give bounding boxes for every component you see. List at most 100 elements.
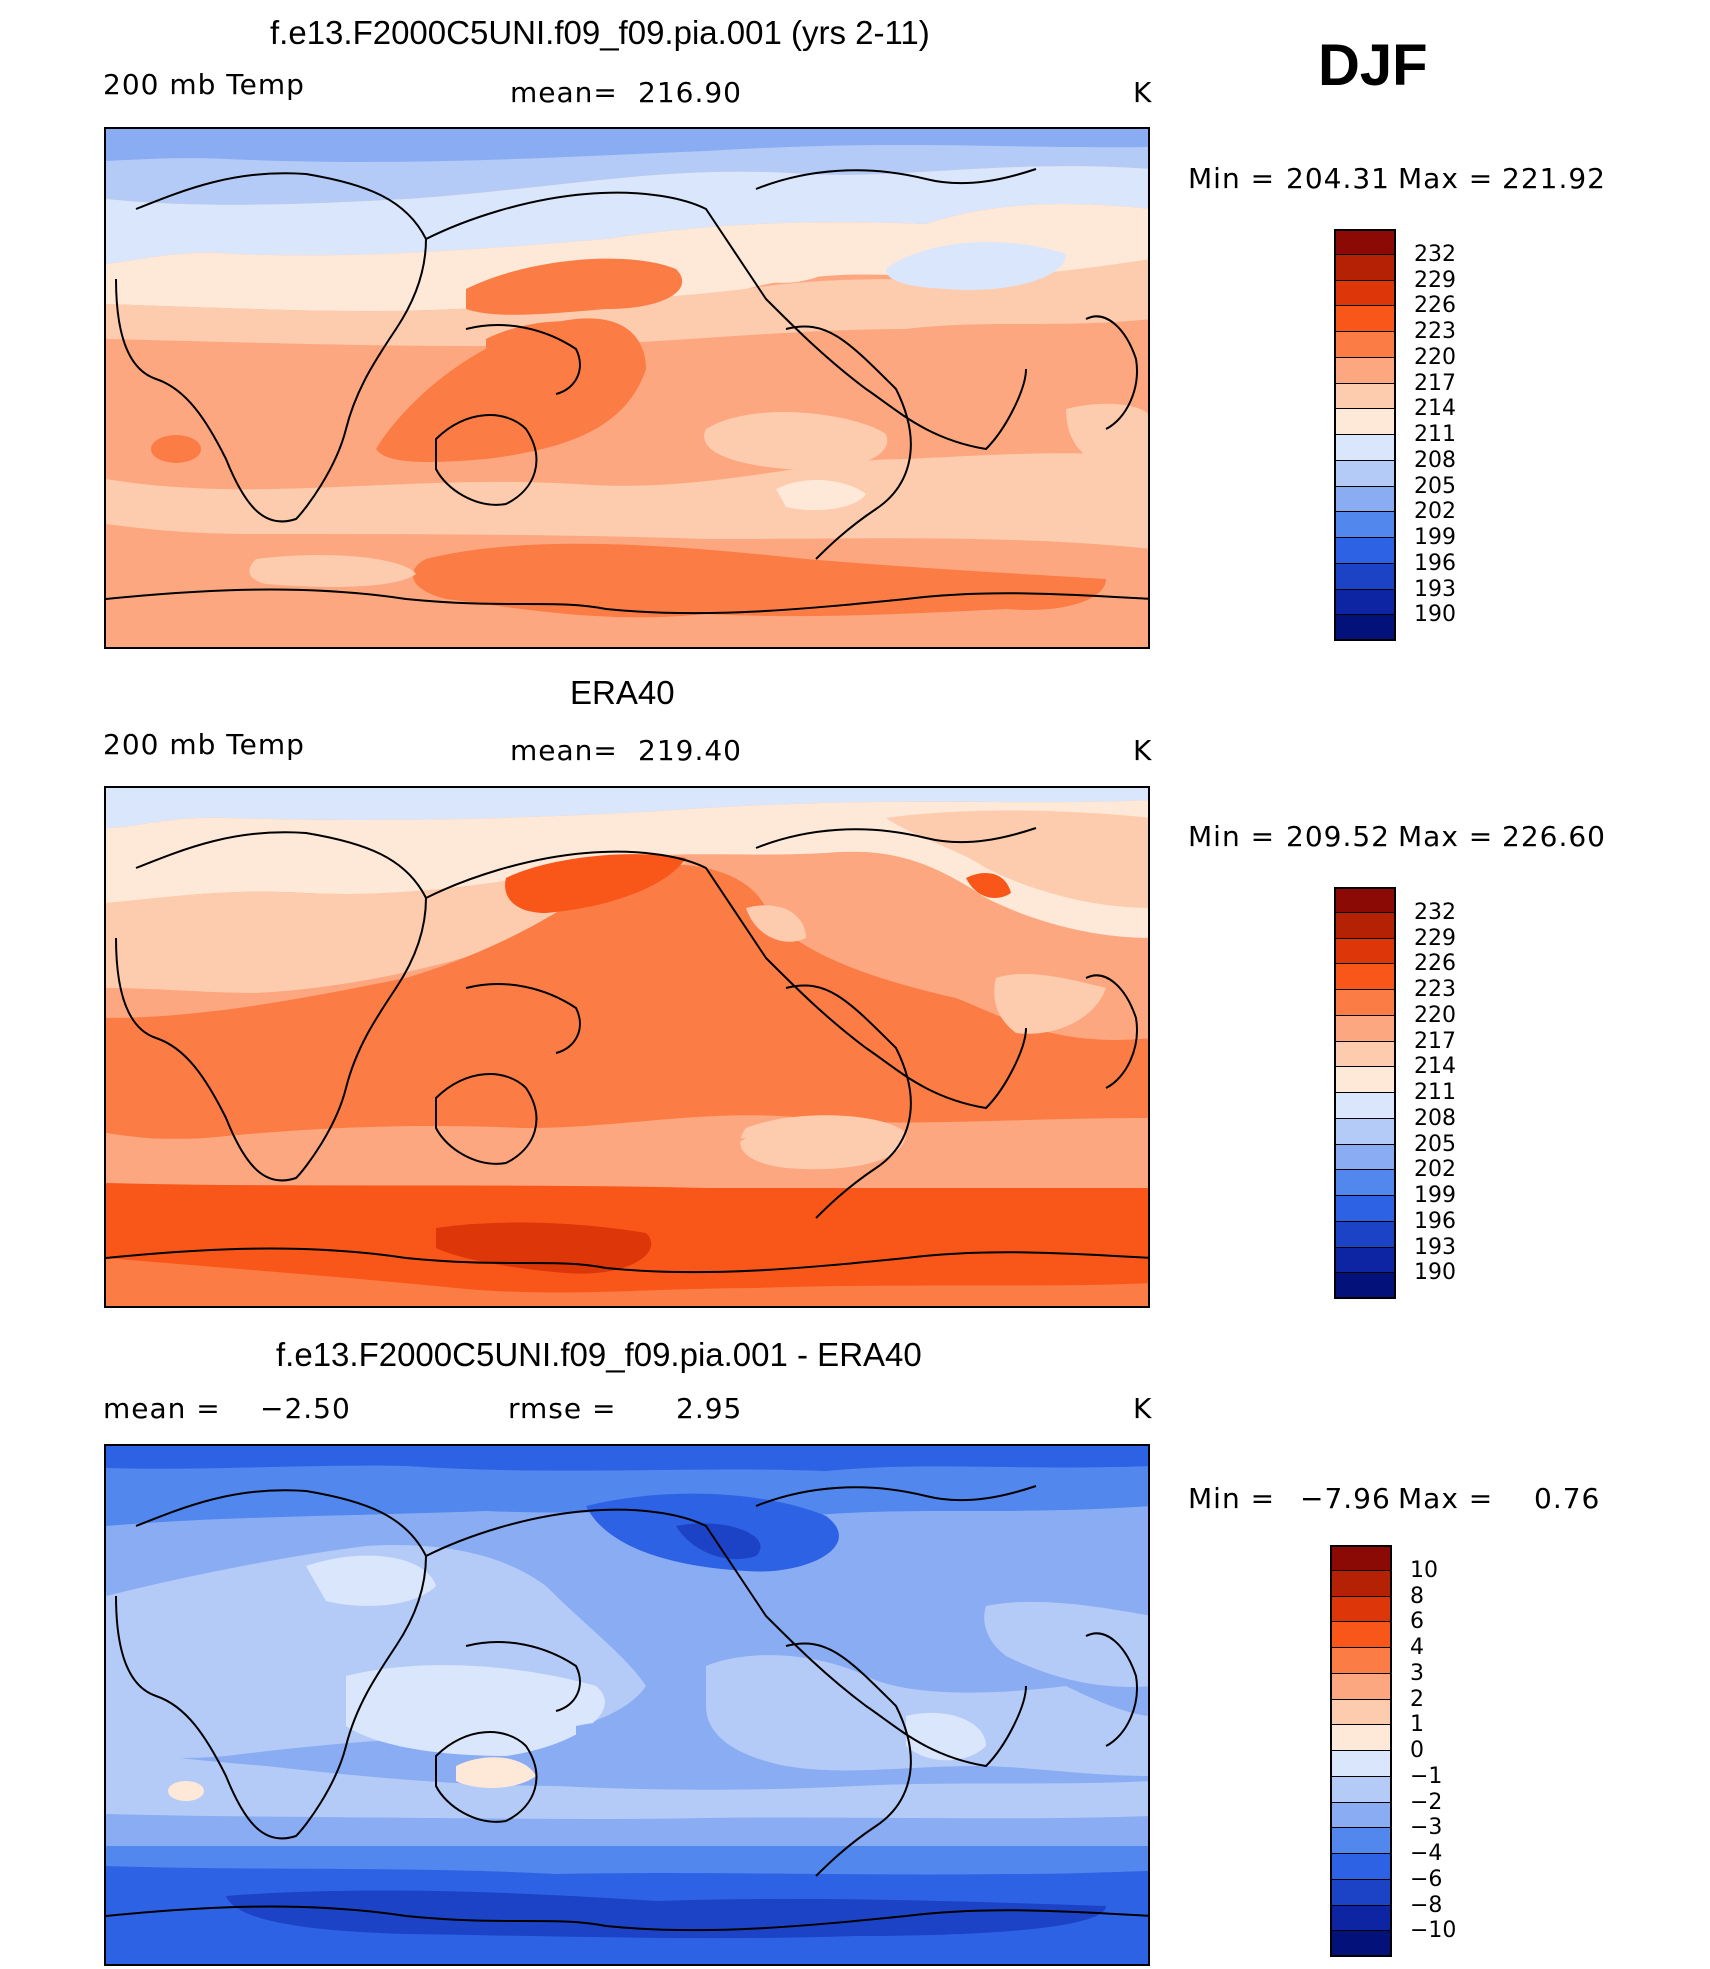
panel-1-map [104,127,1150,649]
panel-3-mean-value: −2.50 [260,1392,351,1425]
panel-2-title: ERA40 [570,674,675,711]
panel-3-map [104,1444,1150,1966]
panel-1-units: K [1133,76,1153,109]
colorbar-swatch [1334,1041,1396,1068]
colorbar-swatch [1334,460,1396,487]
panel-3-mean-label: mean = [103,1392,221,1425]
colorbar-frame [1334,229,1396,641]
colorbar-tick-label: 202 [1414,1157,1456,1183]
colorbar-tick-label: 220 [1414,344,1456,370]
panel-3-min-value: −7.96 [1300,1482,1391,1515]
colorbar-swatch [1334,1015,1396,1042]
colorbar-tick-label: 214 [1414,396,1456,422]
panel-1-max-value: 221.92 [1502,162,1606,195]
colorbar-swatch [1330,1648,1392,1674]
colorbar-tick-label: −8 [1410,1892,1443,1918]
colorbar-swatch [1330,1802,1392,1829]
colorbar-swatch [1334,1170,1396,1196]
panel-3-rmse-label: rmse = [508,1392,617,1425]
panel-2-map [104,786,1150,1308]
colorbar-swatch [1334,1067,1396,1093]
panel-2-variable: 200 mb Temp [103,728,305,761]
colorbar-swatch [1330,1776,1392,1803]
colorbar-swatch [1334,332,1396,358]
panel-3-min-label: Min = [1188,1482,1276,1515]
colorbar-swatch [1334,1118,1396,1145]
panel-2-min-label: Min = [1188,820,1276,853]
colorbar-tick-label: 190 [1414,602,1456,628]
colorbar-swatch [1330,1570,1392,1597]
colorbar-swatch [1334,486,1396,513]
panel-3-units: K [1133,1392,1153,1425]
panel-2-units: K [1133,734,1153,767]
colorbar-tick-label: 202 [1414,499,1456,525]
colorbar-tick-label: 199 [1414,1183,1456,1208]
colorbar-swatch [1334,589,1396,616]
panel-2-mean-value: 219.40 [638,734,742,767]
colorbar-swatch [1334,357,1396,384]
colorbar-tick-label: 208 [1414,447,1456,473]
panel-1-colorbar: 232 229 226 223 220 217 214 211 208 205 202 199 196 1… [1334,229,1494,641]
colorbar-tick-label: 217 [1414,370,1456,396]
colorbar-tick-label: 211 [1414,422,1456,447]
colorbar-tick-label: 8 [1410,1583,1424,1609]
colorbar-tick-label: 208 [1414,1105,1456,1131]
colorbar-swatch [1334,1144,1396,1171]
colorbar-tick-label: 1 [1410,1712,1424,1738]
panel-3-max-value: 0.76 [1534,1482,1601,1515]
colorbar-swatch [1334,512,1396,538]
colorbar-tick-label: −3 [1410,1815,1443,1841]
panel-3-field [106,1446,1148,1964]
panel-1-mean-label: mean= [510,76,618,109]
colorbar-swatch [1334,1093,1396,1119]
colorbar-swatch [1330,1596,1392,1623]
colorbar-swatch [1330,1751,1392,1777]
panel-1-max-label: Max = [1398,162,1494,195]
colorbar-tick-label: 211 [1414,1080,1456,1105]
panel-1-min-label: Min = [1188,162,1276,195]
colorbar-swatch [1334,1247,1396,1274]
colorbar-swatch [1334,383,1396,410]
colorbar-tick-label: 199 [1414,525,1456,550]
colorbar-swatch [1330,1545,1392,1571]
colorbar-tick-label: 226 [1414,951,1456,977]
colorbar-swatch [1334,409,1396,435]
colorbar-tick-label: 196 [1414,550,1456,576]
colorbar-swatch [1334,1196,1396,1222]
panel-2-mean-label: mean= [510,734,618,767]
colorbar-swatch [1334,435,1396,461]
colorbar-tick-label: 223 [1414,977,1456,1002]
colorbar-swatch [1330,1725,1392,1751]
colorbar-tick-label: 205 [1414,473,1456,499]
colorbar-swatch [1334,1221,1396,1248]
colorbar-swatch [1330,1879,1392,1906]
colorbar-tick-label: 190 [1414,1260,1456,1286]
colorbar-swatch [1330,1622,1392,1648]
colorbar-tick-label: 205 [1414,1131,1456,1157]
colorbar-tick-label: 193 [1414,576,1456,602]
colorbar-tick-label: 4 [1410,1635,1424,1660]
colorbar-tick-label: 214 [1414,1054,1456,1080]
colorbar-tick-label: 229 [1414,267,1456,293]
colorbar-tick-label: 229 [1414,925,1456,951]
colorbar-swatch [1330,1828,1392,1854]
panel-2-field [106,788,1148,1306]
colorbar-tick-label: 10 [1410,1557,1438,1583]
colorbar-tick-label: 6 [1410,1609,1424,1635]
colorbar-swatch [1334,938,1396,965]
colorbar-tick-label: 232 [1414,899,1456,925]
panel-1-field [106,129,1148,647]
colorbar-swatch [1334,254,1396,281]
colorbar-swatch [1334,229,1396,255]
colorbar-tick-label: −1 [1410,1763,1443,1789]
season-label: DJF [1318,33,1428,98]
panel-1-mean-value: 216.90 [638,76,742,109]
colorbar-swatch [1334,306,1396,332]
colorbar-swatch [1330,1854,1392,1880]
colorbar-tick-label: 217 [1414,1028,1456,1054]
colorbar-swatch [1334,563,1396,590]
colorbar-swatch [1334,964,1396,990]
panel-2-colorbar: 232 229 226 223 220 217 214 211 208 205 202 199 196 1… [1334,887,1494,1299]
colorbar-tick-label: 193 [1414,1234,1456,1260]
colorbar-swatch [1330,1905,1392,1932]
